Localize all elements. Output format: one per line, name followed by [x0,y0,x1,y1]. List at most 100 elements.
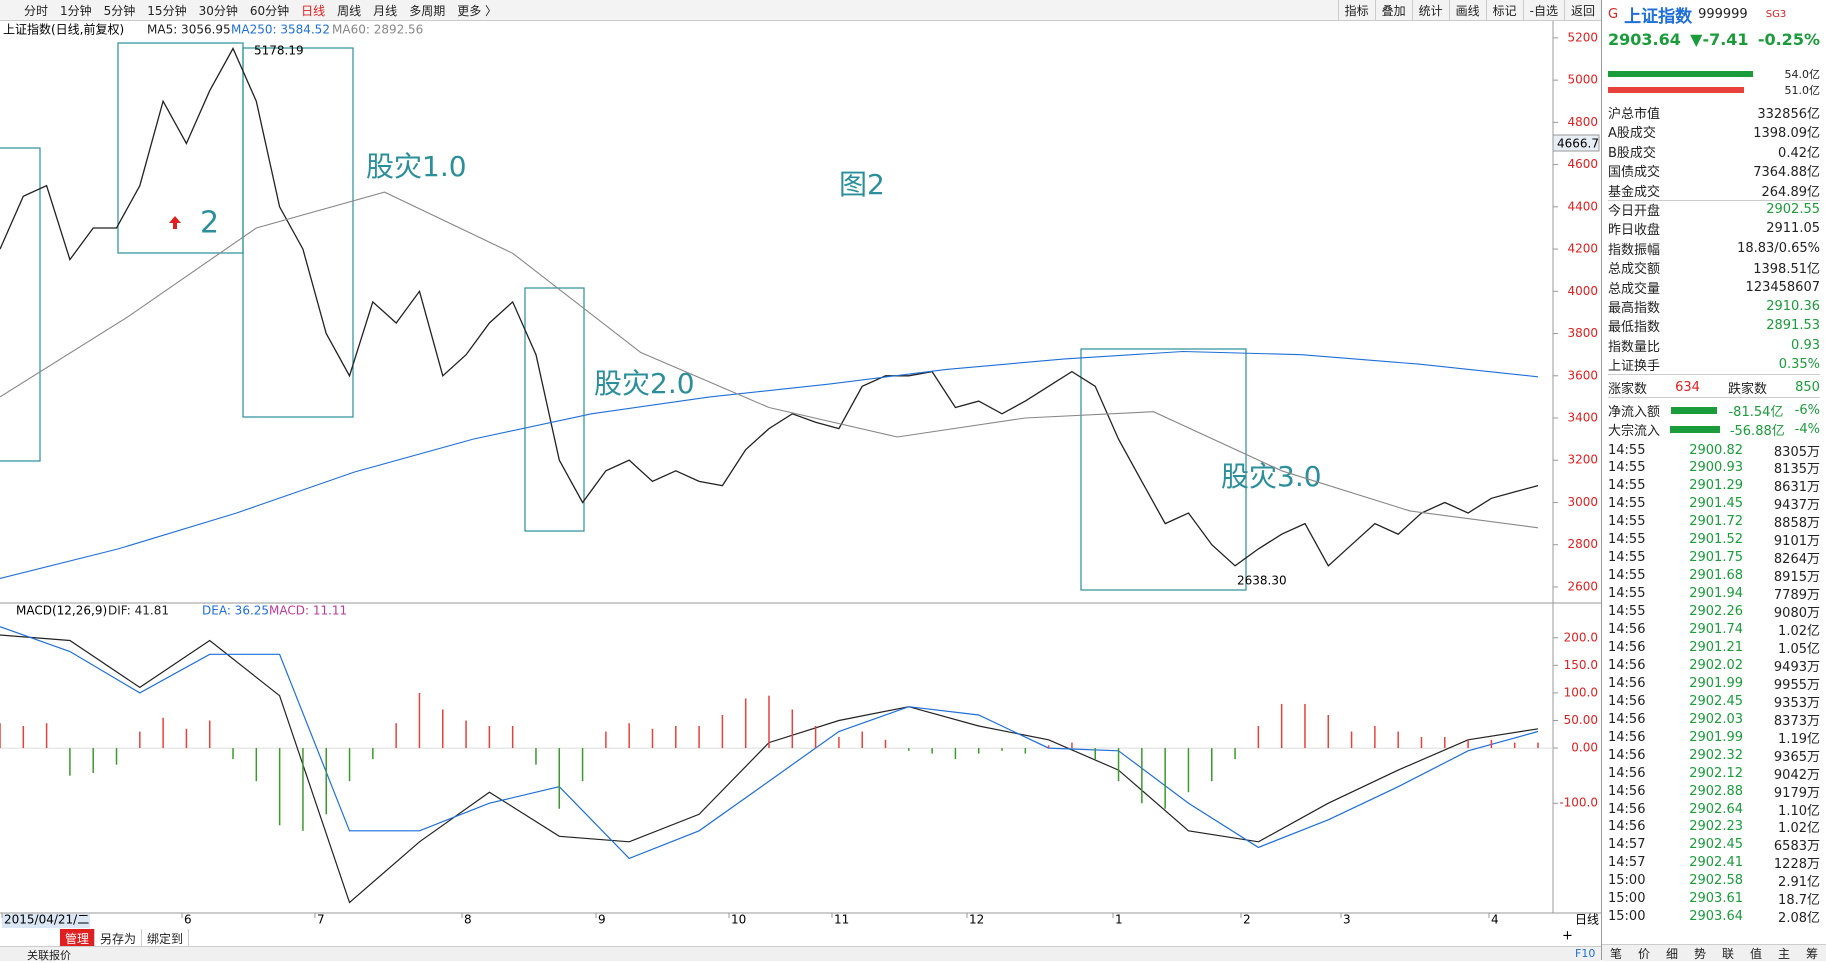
tick-volume: 9493万 [1773,659,1820,675]
date-label: 10 [731,913,746,927]
tick-time: 14:56 [1608,819,1646,835]
box [1080,348,1247,591]
cursor-price: 4666.7 [1557,137,1599,151]
tool-button[interactable]: 画线 [1448,0,1486,21]
y-tick-label: 150.0 [1564,658,1598,672]
date-label: 8 [464,913,472,927]
panel-tab[interactable]: 笔 [1609,947,1622,961]
period-tab[interactable]: 5分钟 [103,4,136,18]
stat-label: 昨日收盘 [1608,223,1661,239]
y-tick-label: 3000 [1567,495,1598,509]
tick-price: 2901.68 [1689,568,1743,584]
tick-volume: 8264万 [1773,552,1820,568]
period-tab[interactable]: 更多 〉 [457,4,498,18]
period-tab[interactable]: 1分钟 [60,4,92,18]
tool-button[interactable]: 返回 [1563,0,1601,21]
tool-button[interactable]: -自选 [1522,0,1564,21]
pct: -0.25% [1757,30,1820,49]
tick-time: 14:56 [1608,711,1646,727]
zoom-button[interactable]: + [1562,929,1573,944]
flow-row: 净流入额 -81.54亿 -6% [1608,401,1820,420]
ma-line [0,47,1539,567]
tool-button[interactable]: 叠加 [1374,0,1412,21]
stat-label: 最低指数 [1608,320,1661,336]
tick-price: 2902.23 [1689,819,1743,835]
tick-row: 15:00 2902.58 2.91亿 [1608,872,1820,890]
tick-row: 14:56 2901.99 1.19亿 [1608,728,1820,747]
tick-time: 14:56 [1608,729,1646,745]
tick-time: 14:55 [1608,550,1646,566]
tick-time: 14:55 [1608,604,1646,620]
stat-row: 最低指数 2891.53 [1608,316,1820,335]
y-tick-label: 4200 [1567,242,1598,256]
tick-time: 15:00 [1608,873,1646,889]
tick-price: 2901.99 [1689,675,1743,691]
tick-time: 14:56 [1608,675,1646,691]
panel-tab[interactable]: 细 [1665,947,1678,961]
stat-value: 2910.36 [1766,299,1820,314]
panel-tab[interactable]: 主 [1777,947,1790,961]
panel-tab[interactable]: 值 [1749,947,1762,961]
annotation: 股灾3.0 [1221,460,1322,493]
date-label: 7 [317,913,325,927]
footer-tab[interactable]: 管理 [60,929,96,948]
tool-buttons: 指标 叠加 统计 画线 标记 -自选 返回 [1337,0,1601,21]
tick-volume: 18.7亿 [1778,893,1820,909]
flow-label: 大宗流入 [1608,424,1661,439]
tick-volume: 8915万 [1773,570,1820,586]
flow-value: -81.54亿 [1728,405,1784,420]
panel-tab[interactable]: 价 [1637,947,1650,961]
period-tab[interactable]: 60分钟 [249,4,290,18]
stat-value: 0.93 [1791,337,1820,353]
date-label: 11 [834,913,849,927]
panel-tab[interactable]: 联 [1721,947,1734,961]
tool-button[interactable]: 标记 [1485,0,1523,21]
tick-volume: 9080万 [1773,606,1820,622]
flow-label: 净流入额 [1608,405,1661,420]
y-tick-label: 100.0 [1564,685,1598,699]
f10-button[interactable]: F10 [1575,947,1596,960]
tick-time: 14:56 [1608,657,1646,673]
y-tick-label: 3600 [1567,368,1598,382]
tool-button[interactable]: 指标 [1337,0,1375,21]
tick-price: 2901.52 [1689,532,1743,548]
tick-time: 14:57 [1608,855,1646,871]
legend-entry: MA250: 3584.52 [231,23,330,37]
volume-bar [1608,87,1744,93]
tick-volume: 8858万 [1773,516,1820,532]
tick-row: 14:56 2901.99 9955万 [1608,674,1820,693]
y-tick-label: 3400 [1567,411,1598,425]
tick-price: 2901.74 [1689,622,1743,637]
period-tabs: 分时 1分钟 5分钟 15分钟 30分钟 60分钟 日线 周线 月线 多周期 更多 〉 [24,2,497,19]
tick-volume: 1.19亿 [1778,731,1820,747]
stat-label: 今日开盘 [1608,204,1661,219]
footer-tab[interactable]: 绑定到 [142,929,190,948]
panel-tab[interactable]: 势 [1693,947,1706,961]
period-tab[interactable]: 月线 [373,4,398,18]
tick-price: 2902.32 [1689,747,1743,763]
date-label: 4 [1491,913,1499,927]
tick-time: 14:56 [1608,783,1646,799]
footer-tab[interactable]: 另存为 [95,929,143,948]
period-tab[interactable]: 多周期 [409,4,446,18]
period-tab[interactable]: 30分钟 [198,4,238,18]
y-tick-label: 5200 [1567,30,1598,44]
tick-row: 14:55 2901.94 7789万 [1608,585,1820,603]
period-tab[interactable]: 分时 [24,4,49,18]
period-tab[interactable]: 15分钟 [147,4,187,18]
tick-row: 14:57 2902.41 1228万 [1608,854,1820,872]
tick-volume: 1.05亿 [1778,641,1820,657]
stat-label: 最高指数 [1608,301,1661,316]
stat-row: 最高指数 2910.36 [1608,297,1820,316]
panel-tab[interactable]: 筹 [1805,947,1818,961]
stat-row: A股成交 1398.09亿 [1608,122,1820,141]
period-tab[interactable]: 周线 [337,4,362,18]
chart-bg [0,21,1601,946]
tick-volume: 8305万 [1773,444,1820,460]
tool-button[interactable]: 统计 [1411,0,1449,21]
tick-price: 2901.99 [1689,729,1743,745]
panel-tabs: 笔价细势联值主筹 [1602,944,1826,961]
date-label: 9 [598,913,606,927]
period-tab[interactable]: 日线 [301,4,326,18]
